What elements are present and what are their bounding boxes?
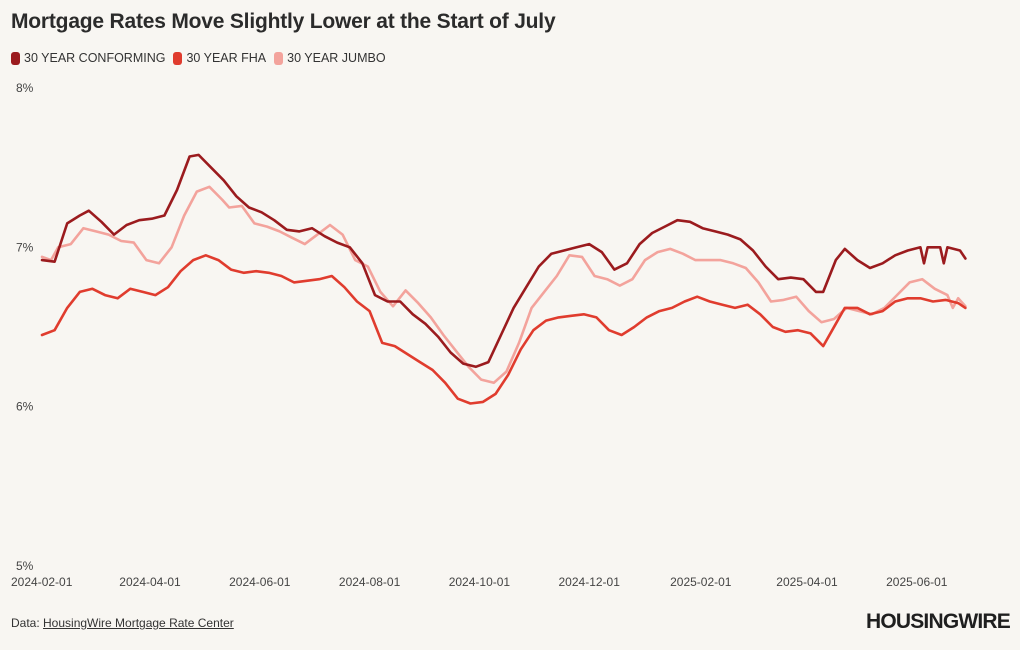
x-tick-label: 2025-06-01	[886, 575, 948, 589]
y-tick-label: 6%	[16, 400, 34, 414]
legend-swatch-jumbo	[274, 51, 284, 65]
x-tick-label: 2024-08-01	[339, 575, 401, 589]
series-line-conforming[interactable]	[40, 153, 967, 369]
y-tick-label: 5%	[16, 559, 34, 573]
chart-title: Mortgage Rates Move Slightly Lower at th…	[11, 10, 556, 33]
series-line-jumbo[interactable]	[40, 185, 967, 385]
legend: 30 YEAR CONFORMING 30 YEAR FHA 30 YEAR J…	[11, 51, 386, 65]
legend-item-fha[interactable]: 30 YEAR FHA	[173, 51, 266, 65]
data-source-link[interactable]: HousingWire Mortgage Rate Center	[43, 616, 234, 630]
legend-swatch-conforming	[11, 51, 20, 65]
x-tick-label: 2024-02-01	[11, 575, 73, 589]
legend-item-jumbo[interactable]: 30 YEAR JUMBO	[274, 51, 386, 65]
series-line-fha[interactable]	[40, 254, 967, 405]
housingwire-logo[interactable]: HOUSINGWIRE	[865, 610, 1011, 633]
footer: Data: HousingWire Mortgage Rate Center	[11, 616, 234, 630]
legend-label-jumbo: 30 YEAR JUMBO	[287, 51, 386, 65]
x-tick-label: 2025-02-01	[670, 575, 732, 589]
x-tick-label: 2024-04-01	[119, 575, 181, 589]
legend-item-conforming[interactable]: 30 YEAR CONFORMING	[11, 51, 165, 65]
legend-swatch-fha	[173, 51, 183, 65]
x-tick-label: 2024-12-01	[559, 575, 621, 589]
x-tick-label: 2024-06-01	[229, 575, 291, 589]
x-tick-label: 2024-10-01	[449, 575, 511, 589]
legend-label-conforming: 30 YEAR CONFORMING	[24, 51, 166, 65]
legend-label-fha: 30 YEAR FHA	[186, 51, 267, 65]
y-tick-label: 7%	[16, 240, 34, 254]
y-tick-label: 8%	[16, 81, 34, 95]
x-tick-label: 2025-04-01	[776, 575, 838, 589]
footer-prefix: Data:	[11, 616, 44, 630]
